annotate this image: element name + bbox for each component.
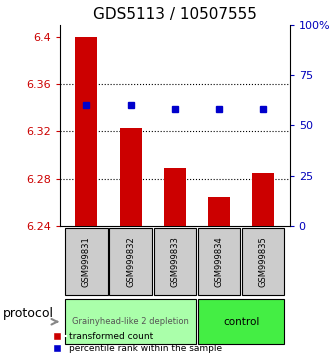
FancyBboxPatch shape	[198, 228, 240, 295]
Bar	[120, 128, 142, 226]
FancyBboxPatch shape	[65, 299, 196, 344]
Bar	[164, 168, 186, 226]
Text: GSM999833: GSM999833	[170, 236, 179, 287]
Text: control: control	[223, 317, 259, 327]
FancyBboxPatch shape	[65, 228, 108, 295]
Text: GSM999831: GSM999831	[82, 236, 91, 287]
FancyBboxPatch shape	[154, 228, 196, 295]
Text: protocol: protocol	[3, 307, 54, 320]
Text: GSM999835: GSM999835	[259, 236, 268, 287]
Text: GSM999834: GSM999834	[214, 236, 223, 287]
Bar	[75, 36, 98, 226]
Title: GDS5113 / 10507555: GDS5113 / 10507555	[93, 7, 257, 22]
FancyBboxPatch shape	[110, 228, 152, 295]
Bar	[208, 196, 230, 226]
FancyBboxPatch shape	[198, 299, 284, 344]
Text: Grainyhead-like 2 depletion: Grainyhead-like 2 depletion	[72, 317, 189, 326]
Bar	[252, 173, 274, 226]
FancyBboxPatch shape	[242, 228, 284, 295]
Text: GSM999832: GSM999832	[126, 236, 135, 287]
Legend: transformed count, percentile rank within the sample: transformed count, percentile rank withi…	[48, 332, 222, 353]
